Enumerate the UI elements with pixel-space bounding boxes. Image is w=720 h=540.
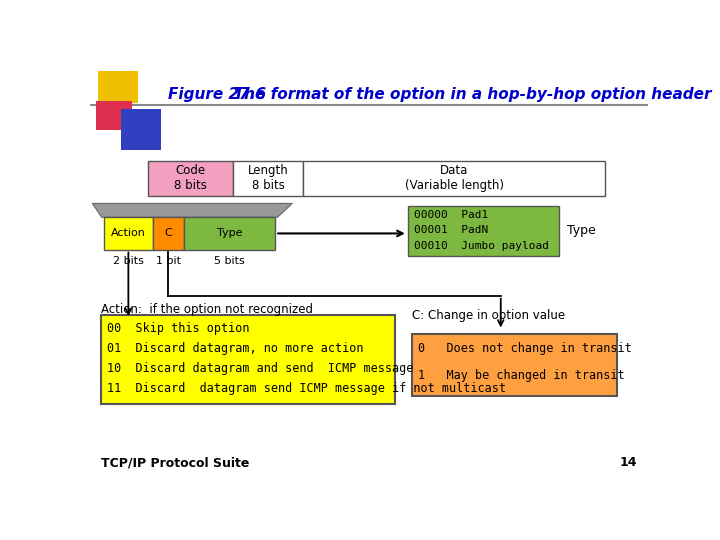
Text: 10  Discard datagram and send  ICMP message: 10 Discard datagram and send ICMP messag…	[107, 362, 413, 375]
Text: Length
8 bits: Length 8 bits	[248, 164, 289, 192]
Bar	[412, 334, 617, 396]
Text: 0   Does not change in transit: 0 Does not change in transit	[418, 342, 631, 355]
Bar	[98, 71, 138, 103]
Text: Data
(Variable length): Data (Variable length)	[405, 164, 504, 192]
Text: 00000  Pad1: 00000 Pad1	[414, 210, 488, 220]
Text: 11  Discard  datagram send ICMP message if not multicast: 11 Discard datagram send ICMP message if…	[107, 382, 506, 395]
Text: Action: Action	[111, 228, 145, 239]
Bar	[303, 161, 606, 195]
Bar	[148, 161, 233, 195]
Polygon shape	[92, 204, 292, 217]
Text: 00010  Jumbo payload: 00010 Jumbo payload	[414, 241, 549, 251]
Text: The format of the option in a hop-by-hop option header: The format of the option in a hop-by-hop…	[218, 86, 711, 102]
Bar	[104, 217, 153, 249]
Text: C: Change in option value: C: Change in option value	[412, 308, 564, 321]
Text: C: C	[164, 228, 172, 239]
Bar	[121, 110, 161, 150]
Text: 00  Skip this option: 00 Skip this option	[107, 322, 250, 335]
Text: Figure 27.6: Figure 27.6	[168, 86, 266, 102]
Text: 1 bit: 1 bit	[156, 256, 181, 266]
Text: Code
8 bits: Code 8 bits	[174, 164, 207, 192]
Text: Type: Type	[217, 228, 242, 239]
Text: 00001  PadN: 00001 PadN	[414, 225, 488, 235]
Text: 14: 14	[620, 456, 637, 469]
Text: 01  Discard datagram, no more action: 01 Discard datagram, no more action	[107, 342, 364, 355]
Bar	[153, 217, 184, 249]
Text: 1   May be changed in transit: 1 May be changed in transit	[418, 369, 624, 382]
Bar	[101, 315, 395, 403]
Text: 2 bits: 2 bits	[113, 256, 144, 266]
Text: Type: Type	[567, 224, 595, 237]
Text: Action:  if the option not recognized: Action: if the option not recognized	[101, 303, 313, 316]
Bar	[184, 217, 275, 249]
Bar	[408, 206, 559, 256]
Text: TCP/IP Protocol Suite: TCP/IP Protocol Suite	[101, 456, 249, 469]
Bar	[96, 101, 132, 130]
Bar	[233, 161, 303, 195]
Text: 5 bits: 5 bits	[214, 256, 245, 266]
